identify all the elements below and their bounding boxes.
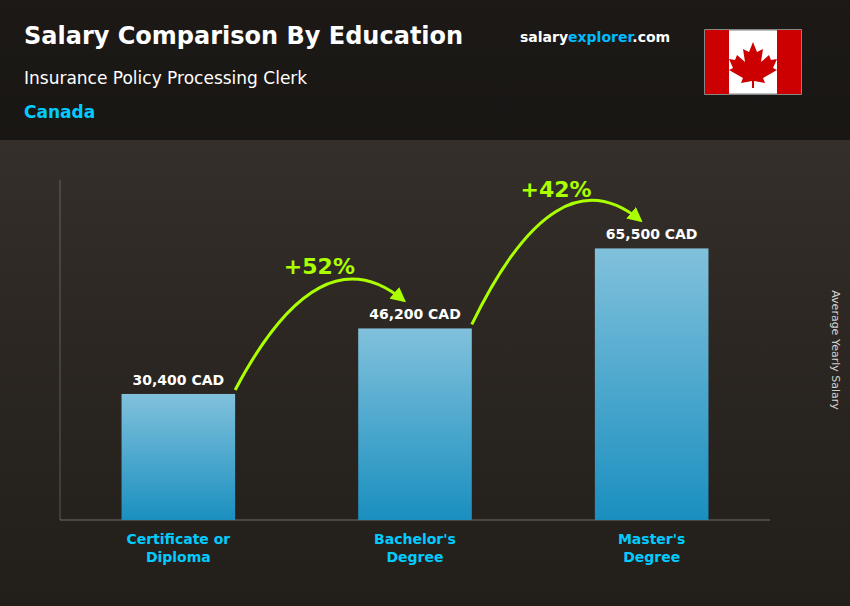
annotation: +42%: [521, 177, 592, 202]
category-label: Bachelor's Degree: [374, 531, 456, 565]
bar: [595, 248, 709, 520]
source-part: explorer: [568, 29, 634, 45]
category-label-line: Bachelor's: [374, 531, 456, 547]
country: Canada: [24, 102, 95, 122]
title: Salary Comparison By Education: [24, 22, 463, 50]
bar: [122, 394, 236, 520]
category-label: Certificate or Diploma: [126, 531, 230, 565]
category-label: Master's Degree: [618, 531, 685, 565]
data-label: 30,400 CAD: [133, 372, 225, 388]
data-label: 46,200 CAD: [369, 306, 461, 322]
category-label-line: Diploma: [146, 549, 211, 565]
flag-band: [705, 30, 729, 94]
source-part: .com: [632, 29, 670, 45]
flag: [705, 30, 801, 94]
arrow: [235, 279, 404, 390]
chart: Salary Comparison By Education salaryexpl…: [0, 0, 850, 606]
category-label-line: Degree: [386, 549, 443, 565]
category-label-line: Certificate or: [126, 531, 230, 547]
y-axis-label: Average Yearly Salary: [829, 290, 842, 410]
flag-band: [777, 30, 801, 94]
header-band: [0, 0, 850, 140]
category-label-line: Master's: [618, 531, 685, 547]
y-axis-line: [60, 180, 61, 520]
annotation: +52%: [284, 254, 355, 279]
bar: [358, 328, 472, 520]
source: salaryexplorer.com: [520, 29, 670, 45]
subtitle: Insurance Policy Processing Clerk: [24, 68, 307, 88]
flag-field: [705, 30, 801, 94]
flag-leaf: [729, 42, 777, 88]
category-label-line: Degree: [623, 549, 680, 565]
data-label: 65,500 CAD: [606, 226, 698, 242]
arrow: [472, 200, 641, 324]
source-part: salary: [520, 29, 568, 45]
